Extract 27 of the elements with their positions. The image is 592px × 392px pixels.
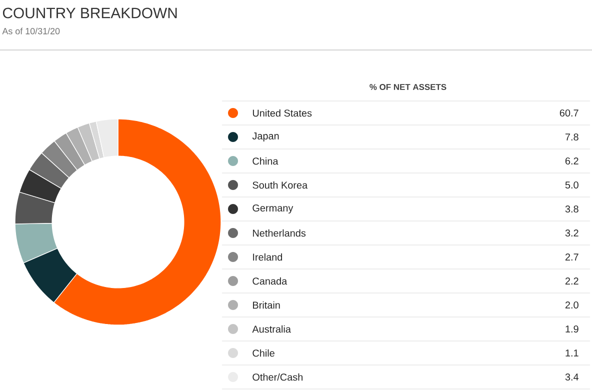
legend-label: Canada — [252, 277, 288, 285]
legend-label: Ireland — [253, 253, 282, 261]
data-label: 60.7 — [560, 109, 578, 117]
data-label: 2.0 — [565, 301, 578, 309]
legend-label: China — [252, 157, 278, 165]
legend-label: South Korea — [252, 181, 308, 189]
data-label: 3.4 — [565, 373, 579, 381]
legend-label: Chile — [252, 349, 274, 357]
data-label: 3.8 — [565, 205, 578, 213]
legend-title: % OF NET ASSETS — [370, 84, 446, 90]
chart-title: COUNTRY BREAKDOWN — [2, 8, 177, 18]
data-label: 2.7 — [565, 254, 578, 260]
legend-label: Japan — [252, 132, 279, 142]
chart-subtitle: As of 10/31/20 — [2, 28, 60, 34]
data-label: 1.1 — [566, 350, 578, 356]
data-label: 1.9 — [566, 325, 578, 333]
legend-label: Other/Cash — [252, 373, 302, 381]
legend-label: Australia — [252, 325, 291, 333]
data-label: 2.2 — [565, 278, 578, 284]
data-label: 6.2 — [565, 157, 578, 165]
data-label: 7.8 — [565, 133, 578, 141]
data-label: 3.2 — [565, 229, 578, 237]
legend-label: Netherlands — [253, 229, 306, 237]
data-label: 5.0 — [565, 181, 578, 189]
legend-label: Britain — [253, 301, 280, 309]
legend-label: United States — [252, 109, 312, 117]
legend-label: Germany — [252, 204, 294, 214]
